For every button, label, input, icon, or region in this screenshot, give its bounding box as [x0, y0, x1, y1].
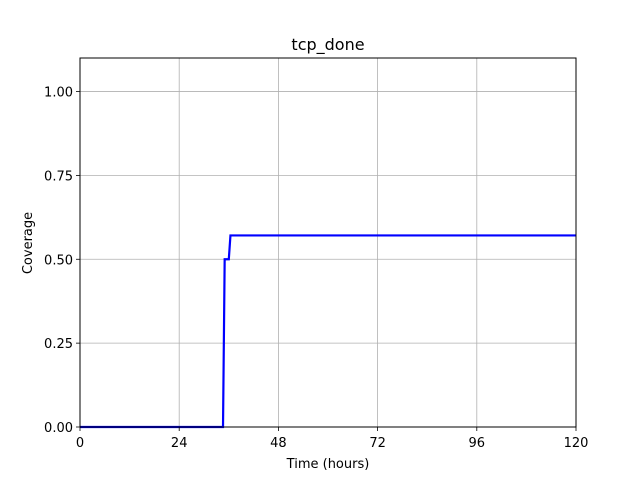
y-tick-label: 0.00: [44, 421, 73, 436]
x-axis-ticks: 0 24 48 72 96 120: [76, 427, 589, 451]
plot-area-frame: [79, 57, 577, 428]
x-tick-label: 72: [369, 436, 386, 451]
y-axis-label: Coverage: [21, 212, 36, 274]
y-tick-label: 0.25: [44, 337, 73, 352]
y-tick-label: 0.50: [44, 253, 73, 268]
x-tick-label: 96: [469, 436, 486, 451]
x-tick-label: 0: [76, 436, 84, 451]
x-axis-label: Time (hours): [286, 457, 370, 472]
x-tick-label: 24: [171, 436, 188, 451]
chart-title: tcp_done: [291, 35, 364, 55]
x-tick-label: 120: [564, 436, 589, 451]
y-tick-label: 0.75: [44, 169, 73, 184]
x-tick-label: 48: [270, 436, 287, 451]
y-tick-label: 1.00: [44, 86, 73, 101]
y-axis-ticks: 0.00 0.25 0.50 0.75 1.00: [44, 86, 80, 436]
